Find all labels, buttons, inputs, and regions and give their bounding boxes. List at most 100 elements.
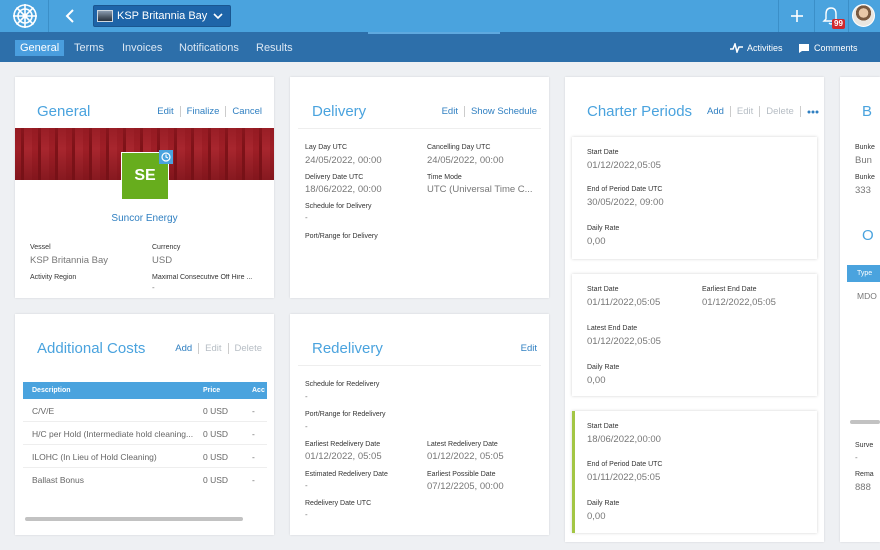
cost-acc: -	[252, 429, 255, 439]
general-title: General	[37, 103, 91, 120]
top-bar: KSP Britannia Bay 99	[0, 0, 880, 32]
bunker-label: Bunke	[855, 174, 875, 181]
column-type[interactable]: Type	[857, 270, 873, 277]
delete-cost-button[interactable]: Delete	[234, 343, 262, 354]
edit-cost-button[interactable]: Edit	[205, 343, 222, 354]
avatar[interactable]	[852, 4, 875, 27]
cost-acc: -	[252, 406, 255, 416]
survey-value: -	[855, 453, 858, 462]
charter-period-item[interactable]: Start Date 01/11/2022,05:05 Earliest End…	[572, 274, 817, 396]
table-header: Type	[847, 265, 880, 282]
column-acc[interactable]: Acc	[252, 387, 265, 394]
charter-period-item-selected[interactable]: Start Date 18/06/2022,00:00 End of Perio…	[572, 411, 817, 533]
more-horizontal-icon[interactable]	[807, 110, 819, 114]
tab-general[interactable]: General	[15, 40, 65, 56]
finalize-button[interactable]: Finalize	[186, 106, 220, 117]
cost-price: 0 USD	[203, 429, 229, 439]
earliest-possible-label: Earliest Possible Date	[427, 471, 496, 478]
section-title: O	[862, 227, 874, 244]
end-period-label: End of Period Date UTC	[587, 186, 663, 193]
table-row[interactable]: H/C per Hold (Intermediate hold cleaning…	[23, 423, 267, 445]
chevron-down-icon	[213, 13, 223, 20]
cancel-button[interactable]: Cancel	[232, 106, 262, 117]
latest-redelivery-label: Latest Redelivery Date	[427, 441, 498, 448]
activity-pulse-icon	[730, 43, 743, 53]
tab-terms[interactable]: Terms	[74, 42, 104, 54]
start-date-value: 01/12/2022,05:05	[587, 160, 661, 171]
tab-notifications[interactable]: Notifications	[179, 42, 239, 54]
divider	[848, 0, 849, 32]
bunker-value: Bun	[855, 155, 872, 166]
start-date-value: 01/11/2022,05:05	[587, 297, 661, 308]
charter-period-item[interactable]: Start Date 01/12/2022,05:05 End of Perio…	[572, 137, 817, 259]
divider	[778, 0, 779, 32]
currency-value: USD	[152, 255, 173, 266]
delivery-date-label: Delivery Date UTC	[305, 174, 364, 181]
earliest-redelivery-label: Earliest Redelivery Date	[305, 441, 381, 448]
activity-region-label: Activity Region	[30, 274, 77, 281]
remarks-label: Rema	[855, 471, 874, 478]
edit-redelivery-button[interactable]: Edit	[520, 343, 537, 354]
show-schedule-button[interactable]: Show Schedule	[470, 106, 537, 117]
activities-label: Activities	[747, 43, 783, 53]
company-name-link[interactable]: Suncor Energy	[111, 213, 178, 224]
general-card: General Edit Finalize Cancel SE Suncor E…	[15, 77, 274, 298]
bunkers-title: B	[862, 103, 873, 120]
vessel-thumbnail	[97, 10, 113, 22]
edit-period-button[interactable]: Edit	[736, 106, 754, 117]
plus-icon	[791, 10, 803, 22]
cost-price: 0 USD	[203, 452, 229, 462]
redelivery-actions: Edit	[521, 343, 537, 354]
activities-button[interactable]: Activities	[730, 40, 783, 56]
comment-icon	[799, 43, 809, 53]
clock-icon	[159, 150, 173, 164]
column-price[interactable]: Price	[203, 387, 221, 394]
tab-results[interactable]: Results	[256, 42, 293, 54]
bunker-value: 333	[855, 185, 871, 196]
start-date-label: Start Date	[587, 286, 619, 293]
start-date-label: Start Date	[587, 423, 619, 430]
table-row[interactable]: Ballast Bonus 0 USD -	[23, 469, 267, 491]
vessel-value: KSP Britannia Bay	[30, 255, 108, 266]
earliest-end-label: Earliest End Date	[702, 286, 757, 293]
delivery-card: Delivery Edit Show Schedule Lay Day UTC …	[290, 77, 549, 298]
nav-accent-line	[368, 32, 500, 34]
horizontal-scrollbar[interactable]	[850, 420, 880, 424]
horizontal-scrollbar[interactable]	[25, 517, 243, 521]
end-period-label: End of Period Date UTC	[587, 461, 663, 468]
start-date-label: Start Date	[587, 149, 619, 156]
ship-wheel-icon[interactable]	[10, 3, 40, 29]
tab-invoices[interactable]: Invoices	[122, 42, 163, 54]
charter-periods-card: Charter Periods Add Edit Delete Start Da…	[565, 77, 824, 542]
edit-button[interactable]: Edit	[157, 106, 174, 117]
type-value: MDO	[857, 291, 877, 301]
max-off-hire-value: -	[152, 283, 155, 292]
schedule-delivery-value: -	[305, 213, 308, 222]
add-button[interactable]	[783, 2, 811, 30]
daily-rate-value: 0,00	[587, 511, 606, 522]
back-button[interactable]	[56, 1, 84, 31]
comments-label: Comments	[814, 43, 858, 53]
cost-price: 0 USD	[203, 406, 229, 416]
cancelling-day-label: Cancelling Day UTC	[427, 144, 491, 151]
delivery-date-value: 18/06/2022, 00:00	[305, 184, 382, 195]
cost-description: H/C per Hold (Intermediate hold cleaning…	[32, 429, 194, 439]
comments-button[interactable]: Comments	[798, 40, 858, 56]
lay-day-value: 24/05/2022, 00:00	[305, 155, 382, 166]
table-row[interactable]: ILOHC (In Lieu of Hold Cleaning) 0 USD -	[23, 446, 267, 468]
vessel-label: Vessel	[30, 244, 51, 251]
redelivery-utc-value: -	[305, 510, 308, 519]
earliest-possible-value: 07/12/2205, 00:00	[427, 481, 504, 492]
delete-period-button[interactable]: Delete	[766, 106, 794, 117]
vessel-select-label: KSP Britannia Bay	[117, 10, 208, 22]
add-period-button[interactable]: Add	[707, 106, 724, 117]
column-description[interactable]: Description	[32, 387, 71, 394]
table-row[interactable]: C/V/E 0 USD -	[23, 400, 267, 422]
cancelling-day-value: 24/05/2022, 00:00	[427, 155, 504, 166]
schedule-delivery-label: Schedule for Delivery	[305, 203, 372, 210]
add-cost-button[interactable]: Add	[175, 343, 193, 354]
time-mode-value: UTC (Universal Time C...	[427, 184, 533, 195]
redelivery-card: Redelivery Edit Schedule for Redelivery …	[290, 314, 549, 535]
vessel-select[interactable]: KSP Britannia Bay	[93, 5, 231, 27]
edit-delivery-button[interactable]: Edit	[441, 106, 458, 117]
